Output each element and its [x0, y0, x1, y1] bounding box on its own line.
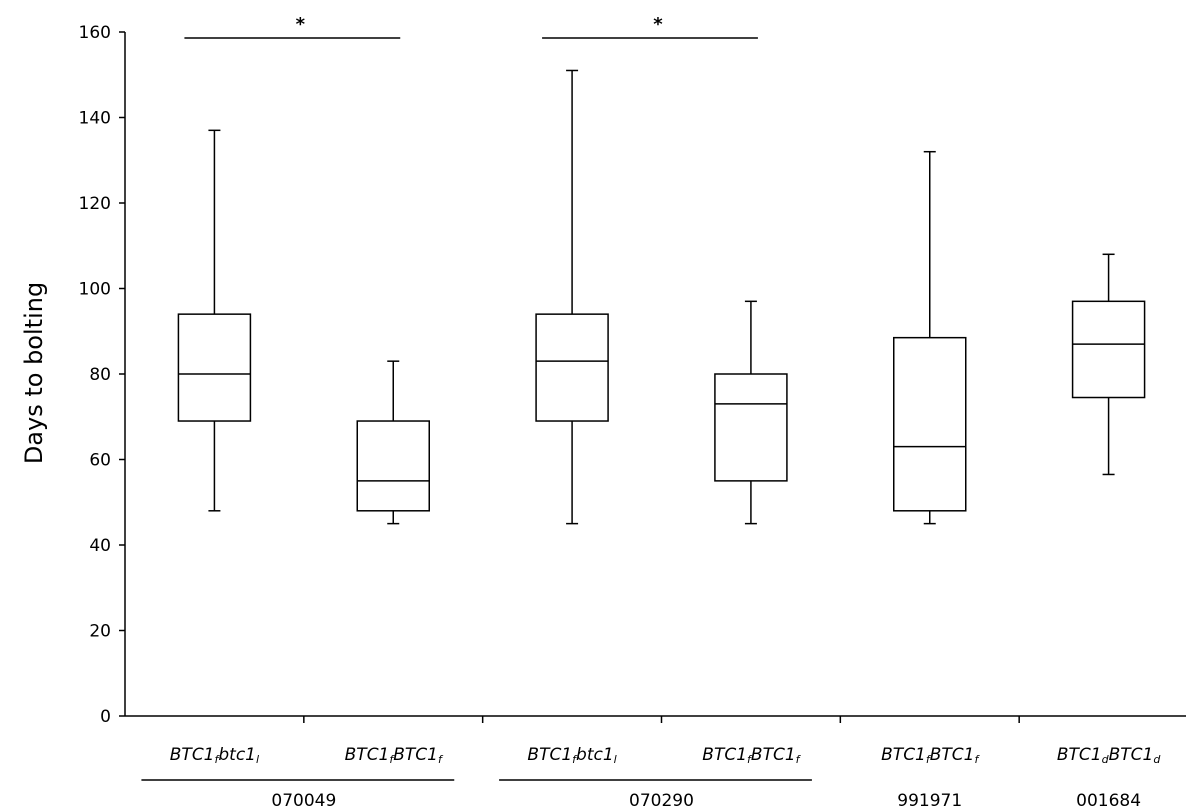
category-label: BTC1fBTC1f: [881, 745, 980, 766]
iqr-box: [535, 313, 609, 422]
y-tick-label: 80: [89, 365, 111, 385]
box-5: [893, 150, 967, 525]
iqr-box: [356, 420, 430, 512]
y-axis-title: Days to bolting: [20, 282, 48, 464]
iqr-box: [1071, 300, 1146, 399]
category-label: BTC1fBTC1f: [702, 745, 801, 766]
category-label: BTC1dBTC1d: [1057, 745, 1161, 766]
category-label: BTC1fBTC1f: [345, 745, 444, 766]
group-label: 991971: [897, 791, 962, 811]
box-3: [535, 69, 609, 525]
group-label: 070049: [271, 791, 336, 811]
y-tick-label: 120: [79, 194, 111, 214]
group-label: 070290: [629, 791, 694, 811]
iqr-box: [893, 336, 967, 512]
box-1: [177, 129, 252, 512]
iqr-box: [714, 373, 788, 482]
box-2: [356, 360, 430, 525]
category-label: BTC1fbtc1l: [527, 745, 616, 766]
box-4: [714, 300, 788, 525]
y-tick-label: 140: [79, 109, 111, 129]
significance-marker: *: [653, 14, 663, 35]
significance-marker: *: [296, 14, 306, 35]
y-tick-label: 100: [79, 280, 111, 300]
iqr-box: [177, 313, 252, 422]
y-tick-label: 0: [100, 707, 111, 727]
group-label: 001684: [1076, 791, 1141, 811]
category-label: BTC1fbtc1l: [170, 745, 259, 766]
y-tick-label: 60: [89, 451, 111, 471]
y-tick-label: 160: [79, 23, 111, 43]
box-6: [1071, 253, 1146, 476]
y-tick-label: 40: [89, 536, 111, 556]
y-tick-label: 20: [89, 622, 111, 642]
